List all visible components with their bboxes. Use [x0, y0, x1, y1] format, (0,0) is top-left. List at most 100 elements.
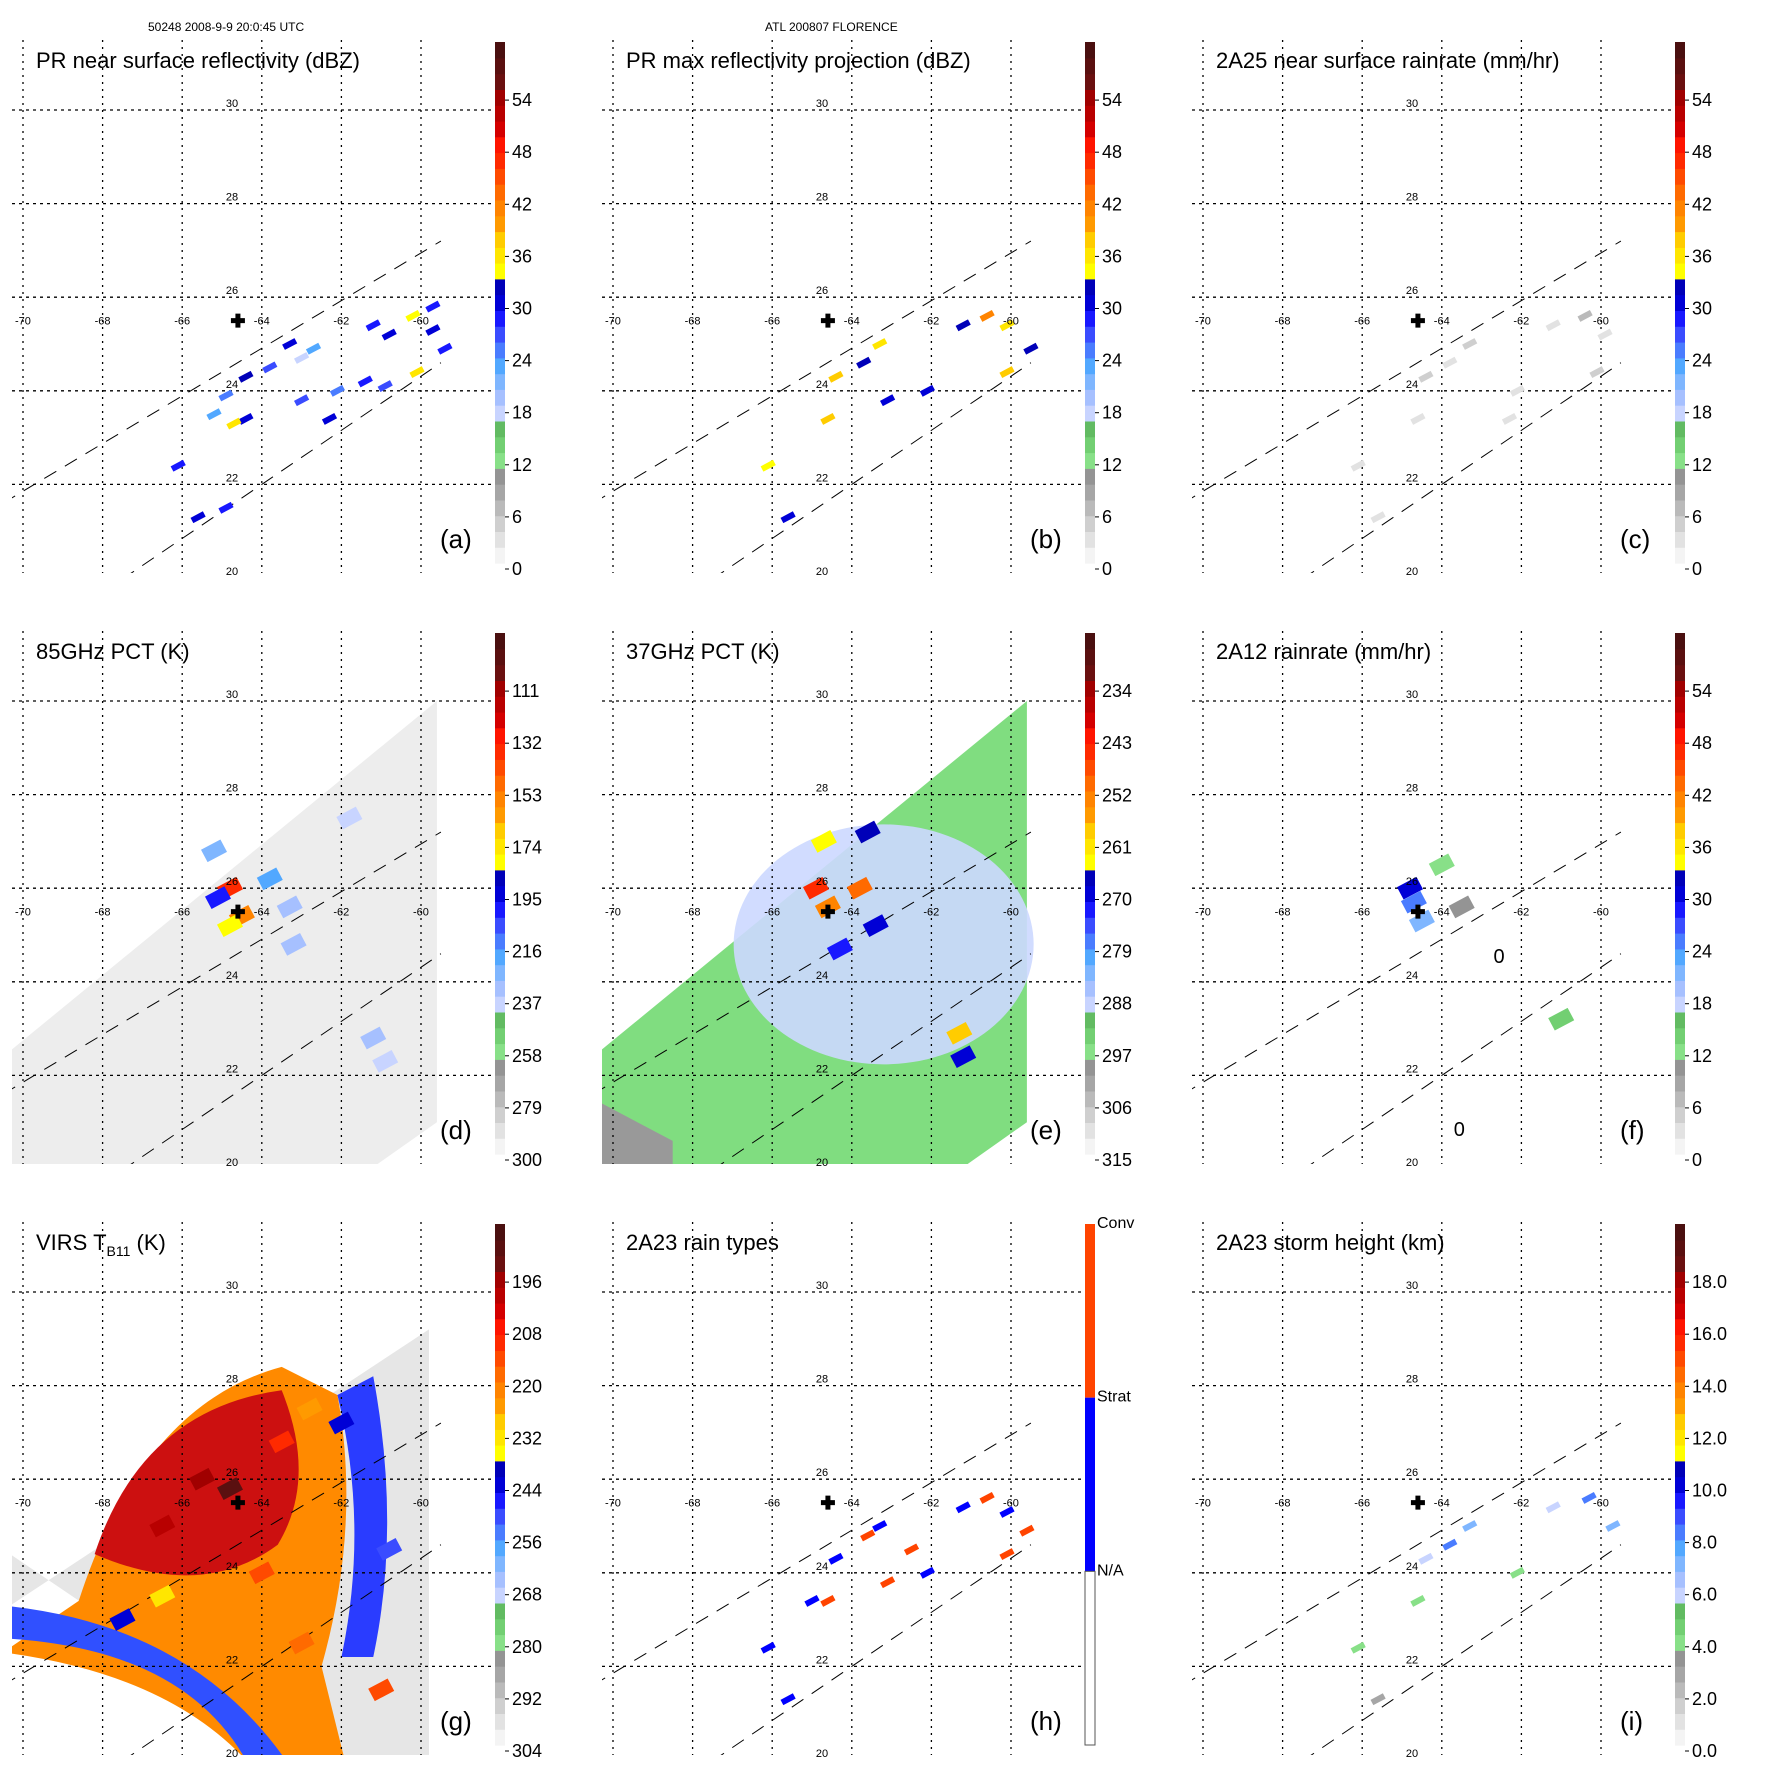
data-cell — [880, 1576, 896, 1589]
colorbar-tick-label: 252 — [1102, 785, 1132, 805]
title-subscript: B11 — [107, 1243, 131, 1259]
data-cell — [950, 1045, 977, 1069]
colorbar-swatch — [1675, 790, 1685, 808]
colorbar-swatch — [1675, 1122, 1685, 1139]
colorbar-swatch — [1675, 436, 1685, 454]
colorbar-swatch — [1675, 885, 1685, 902]
data-cell — [979, 1491, 995, 1504]
colorbar-swatch — [495, 964, 505, 981]
data-cell — [1448, 895, 1475, 919]
data-cell — [760, 1641, 776, 1654]
colorbar-swatch — [495, 633, 505, 650]
colorbar-swatch — [1675, 869, 1685, 887]
panel-title: 2A23 storm height (km) — [1216, 1230, 1445, 1255]
colorbar-swatch — [1675, 1350, 1685, 1367]
colorbar-tick-label: 54 — [1692, 90, 1712, 110]
title-suffix: (K) — [130, 1230, 165, 1255]
colorbar-swatch — [1675, 1106, 1685, 1123]
lon-tick-label: -60 — [413, 316, 429, 328]
cloud-band-blue — [337, 1376, 388, 1658]
map-area — [1192, 40, 1672, 573]
colorbar-swatch — [1675, 199, 1685, 217]
colorbar-swatch — [1675, 373, 1685, 390]
colorbar-swatch — [1675, 1413, 1685, 1430]
swath-edge-south — [130, 953, 442, 1164]
colorbar-swatch — [495, 806, 505, 824]
colorbar-swatch — [495, 917, 505, 934]
data-cell — [780, 511, 796, 524]
colorbar-tick-label: 24 — [512, 351, 532, 371]
colorbar-swatch — [495, 1224, 505, 1241]
map-area — [602, 40, 1082, 573]
lat-tick-label: 28 — [816, 1374, 828, 1386]
data-cells — [201, 806, 399, 1073]
colorbar-swatch — [495, 73, 505, 90]
lat-tick-label: 24 — [226, 970, 238, 982]
colorbar-swatch — [495, 436, 505, 454]
lon-tick-label: -60 — [1593, 1498, 1609, 1510]
colorbar-swatch — [1675, 1492, 1685, 1509]
colorbar-tick-label: 0.0 — [1692, 1741, 1717, 1761]
data-cell — [872, 338, 888, 350]
colorbar-swatch — [1085, 933, 1095, 950]
colorbar-swatch — [495, 499, 505, 517]
colorbar-swatch — [495, 1239, 505, 1257]
chart-panel-e: -70 -68 -66 -64 -62 -60 20 22 24 26 28 30 37GHz PCT … — [602, 631, 1132, 1170]
colorbar-swatch — [495, 1271, 505, 1288]
data-cell — [919, 1566, 935, 1579]
colorbar-swatch — [1675, 89, 1685, 106]
data-cell — [282, 338, 298, 350]
colorbar-swatch — [1085, 294, 1095, 311]
colorbar-swatch — [495, 1255, 505, 1272]
colorbar-swatch — [1675, 775, 1685, 792]
colorbar-swatch — [1675, 168, 1685, 185]
chart-panel-b: -70 -68 -66 -64 -62 -60 20 22 24 26 28 30 PR max ref… — [602, 40, 1122, 579]
storm-center-marker — [1410, 313, 1425, 328]
swath-edge-south — [1310, 362, 1622, 573]
colorbar-tick-label: 42 — [1692, 785, 1712, 805]
colorbar-swatch — [495, 901, 505, 918]
colorbar-swatch — [495, 1381, 505, 1399]
colorbar-tick-label: 48 — [1692, 142, 1712, 162]
colorbar-swatch — [495, 515, 505, 532]
colorbar-swatch — [1675, 1713, 1685, 1730]
colorbar-swatch — [1085, 405, 1095, 422]
data-cell — [828, 1552, 844, 1565]
data-cell — [1605, 1520, 1621, 1532]
lat-tick-label: 24 — [226, 379, 238, 391]
colorbar-tick-label: 6 — [1102, 507, 1112, 527]
colorbar-swatch — [1675, 499, 1685, 517]
data-cell — [1410, 1594, 1426, 1607]
lat-tick-label: 20 — [226, 1748, 238, 1760]
data-cells — [1350, 309, 1613, 524]
colorbar-swatch — [1675, 342, 1685, 359]
colorbar-swatch — [1085, 452, 1095, 469]
data-cell — [205, 886, 231, 909]
lon-tick-label: -62 — [1513, 1498, 1529, 1510]
lat-tick-label: 26 — [816, 1467, 828, 1479]
lat-tick-label: 22 — [816, 1654, 828, 1666]
lat-tick-label: 28 — [226, 783, 238, 795]
colorbar-swatch — [495, 648, 505, 666]
swath-edge-south — [1310, 953, 1622, 1164]
lat-tick-label: 26 — [816, 285, 828, 297]
colorbar-swatch — [1085, 436, 1095, 454]
lon-tick-label: -60 — [1003, 316, 1019, 328]
lat-tick-label: 26 — [1406, 285, 1418, 297]
colorbar-swatch — [1085, 105, 1095, 122]
lat-tick-label: 20 — [816, 1157, 828, 1169]
data-cell — [854, 820, 881, 844]
lat-tick-label: 22 — [816, 472, 828, 484]
colorbar-tick-label: 48 — [512, 142, 532, 162]
colorbar-swatch — [1085, 73, 1095, 90]
colorbar-swatch — [1085, 136, 1095, 154]
lat-tick-label: 20 — [226, 1157, 238, 1169]
colorbar-swatch — [495, 1666, 505, 1683]
colorbar-swatch — [1675, 1224, 1685, 1241]
colorbar-swatch — [1085, 326, 1095, 343]
lon-tick-label: -62 — [1513, 907, 1529, 919]
colorbar-swatch — [1085, 996, 1095, 1013]
colorbar-tick-label: 12 — [1102, 455, 1122, 475]
lon-tick-label: -66 — [1354, 907, 1370, 919]
data-cell — [217, 1477, 243, 1500]
